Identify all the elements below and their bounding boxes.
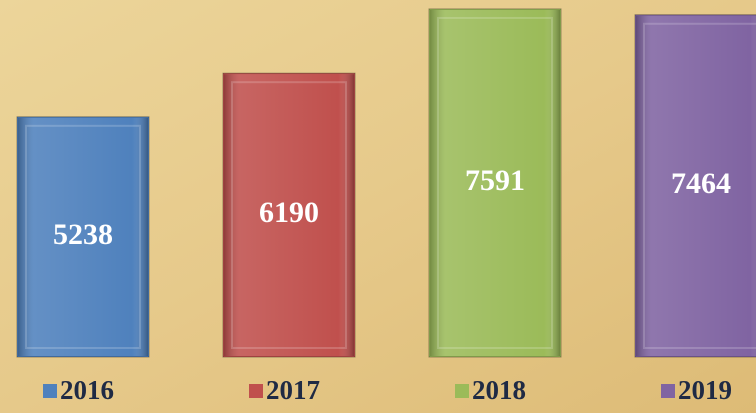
- bar-bevel: [430, 9, 560, 357]
- legend-label: 2017: [266, 375, 320, 405]
- bar-inner: [231, 81, 347, 349]
- legend-swatch: [455, 384, 469, 398]
- value-label: 7464: [671, 167, 731, 200]
- legend-swatch: [661, 384, 675, 398]
- value-label: 7591: [465, 164, 525, 197]
- value-label: 6190: [259, 196, 319, 229]
- bar-inner: [437, 16, 553, 350]
- bar-inner: [25, 124, 141, 349]
- legend-label: 2016: [60, 375, 114, 405]
- bar-inner: [643, 22, 756, 349]
- bar-bevel: [224, 74, 354, 356]
- legend-swatch: [249, 384, 263, 398]
- bar-bevel: [636, 15, 756, 356]
- legend-label: 2019: [678, 375, 732, 405]
- bar-bevel: [18, 117, 148, 356]
- value-label: 5238: [53, 218, 113, 251]
- legend-label: 2018: [472, 375, 526, 405]
- legend-swatch: [43, 384, 57, 398]
